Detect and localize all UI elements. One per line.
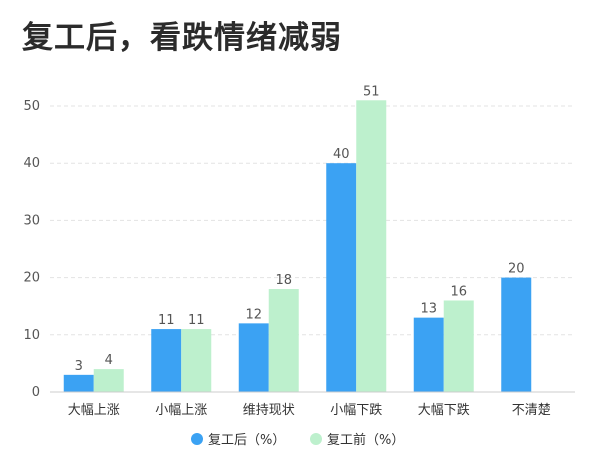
x-category-label: 大幅上涨 (68, 403, 120, 418)
bars (63, 100, 532, 392)
bar-after (238, 323, 269, 392)
bar-after (501, 277, 532, 392)
data-label: 11 (158, 313, 175, 328)
legend-label: 复工后（%） (208, 433, 285, 448)
legend-label: 复工前（%） (327, 432, 404, 448)
x-category-label: 维持现状 (243, 403, 295, 418)
x-category-label: 小幅上涨 (155, 403, 207, 418)
bar-after (151, 329, 182, 392)
data-label: 12 (245, 307, 262, 322)
x-category-label: 小幅下跌 (330, 402, 382, 418)
data-label: 40 (333, 147, 350, 162)
legend: 复工后（%） 复工前（%） (191, 432, 404, 448)
data-label: 18 (275, 273, 292, 288)
bar-before (93, 369, 124, 392)
bar-after (413, 317, 444, 392)
chart-title: 复工后，看跌情绪减弱 (22, 20, 342, 56)
legend-marker (191, 433, 203, 445)
data-label: 3 (75, 359, 83, 374)
x-axis-categories: 大幅上涨 小幅上涨 维持现状 小幅下跌 大幅下跌 不清楚 (68, 402, 551, 418)
data-label: 11 (188, 313, 205, 328)
x-category-label: 不清楚 (512, 403, 551, 418)
bar-before (356, 100, 387, 392)
data-label: 51 (363, 84, 380, 99)
bar-before (268, 289, 299, 392)
y-tick-label: 20 (23, 271, 40, 286)
data-label: 4 (105, 353, 113, 368)
y-tick-label: 50 (23, 99, 40, 114)
y-tick-label: 30 (23, 213, 40, 228)
bar-before (181, 329, 212, 392)
y-tick-label: 10 (23, 328, 40, 343)
data-label: 16 (450, 284, 467, 299)
data-labels: 3 4 11 11 12 18 40 51 13 16 20 (75, 84, 525, 374)
y-tick-label: 0 (32, 385, 40, 400)
data-label: 20 (508, 262, 525, 277)
y-axis-ticks: 0 10 20 30 40 50 (23, 99, 40, 400)
y-tick-label: 40 (23, 156, 40, 171)
legend-marker (310, 433, 322, 445)
bar-after (326, 163, 357, 392)
bar-after (63, 374, 94, 392)
bar-before (443, 300, 474, 392)
data-label: 13 (420, 302, 437, 317)
grid-lines (50, 105, 575, 336)
x-category-label: 大幅下跌 (418, 402, 470, 418)
